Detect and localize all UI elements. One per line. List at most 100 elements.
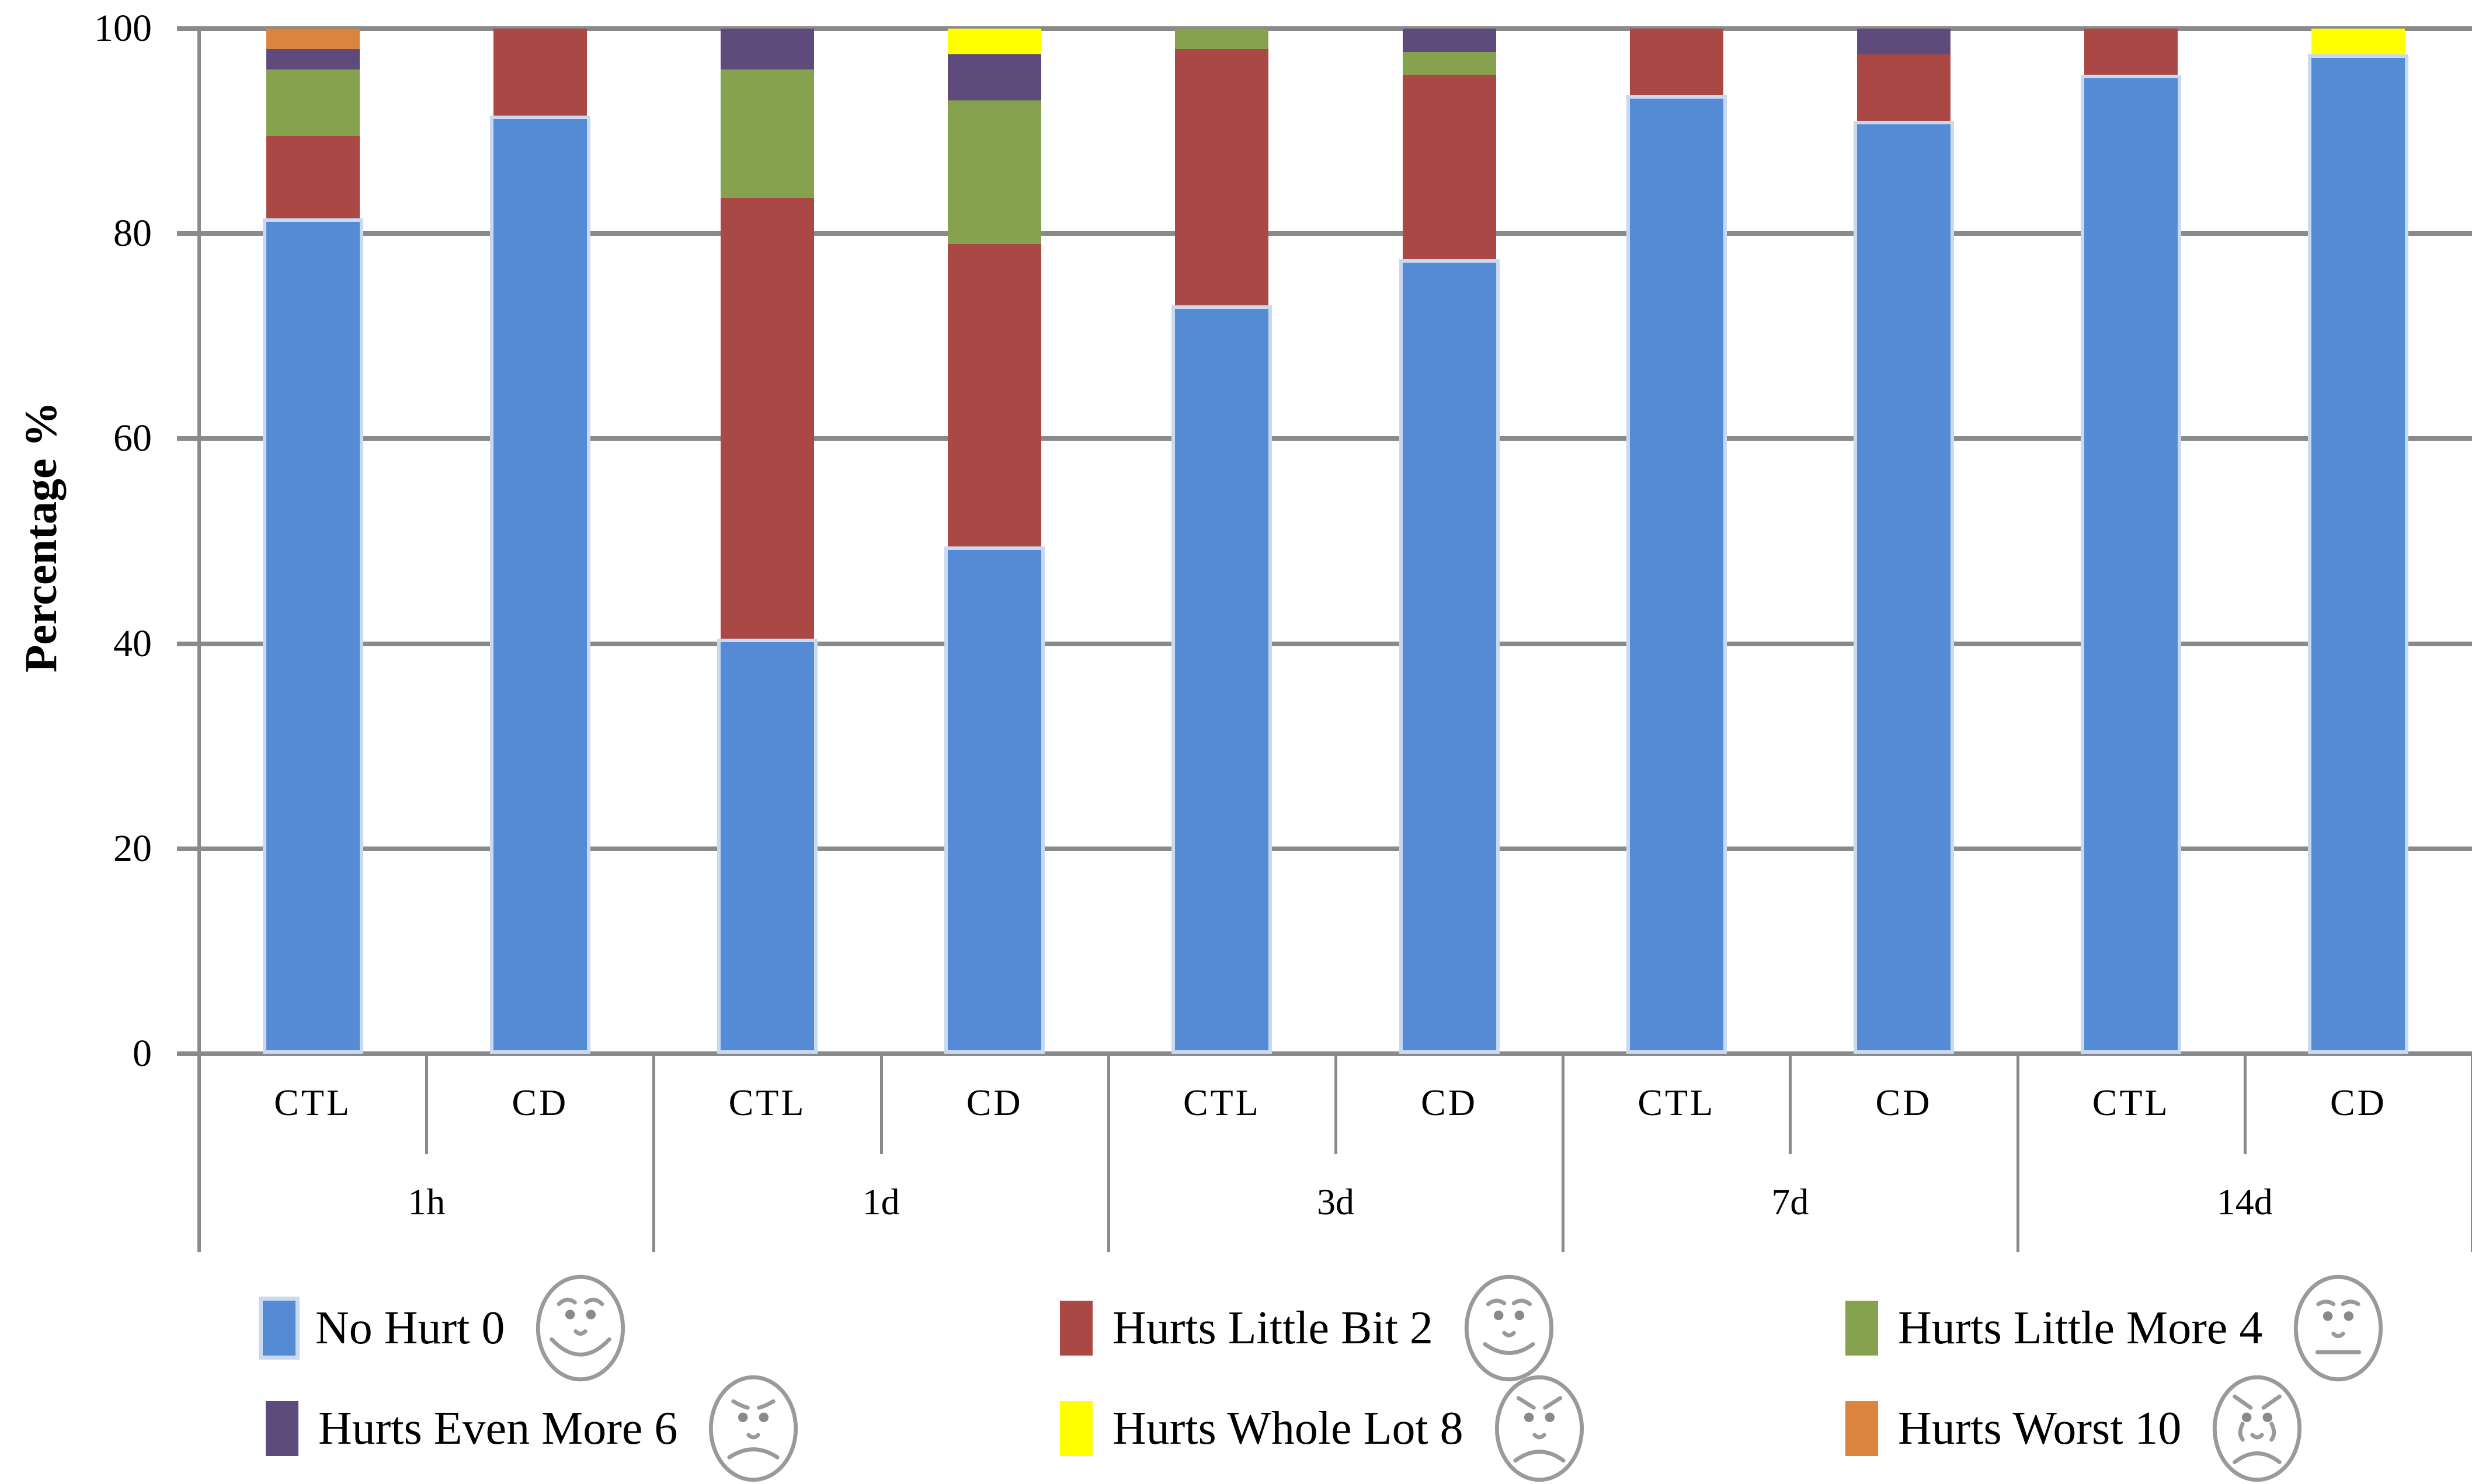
bar-segment-7d-cd-no-hurt-0 (1854, 121, 1954, 1054)
bar-segment-1h-cd-no-hurt-0 (489, 116, 590, 1054)
bar-segment-1d-cd-hurts-even-more-6 (948, 54, 1042, 100)
gridline (199, 436, 2472, 441)
bar-segment-1d-ctl-hurts-even-more-6 (721, 29, 814, 70)
gridline (199, 26, 2472, 31)
y-axis-title: Percentage % (15, 401, 66, 673)
bar-segment-1h-ctl-hurts-even-more-6 (266, 49, 360, 70)
bar-segment-7d-cd-hurts-little-bit-2 (1857, 54, 1951, 121)
group-separator (1562, 1054, 1565, 1252)
x-bar-label: CTL (2092, 1082, 2170, 1123)
y-axis-tick (177, 846, 199, 851)
bar-segment-1h-ctl-hurts-worst-10 (266, 29, 360, 50)
legend-item-hurts-little-more-4: Hurts Little More 4 (1845, 1273, 2387, 1384)
y-tick-label: 60 (113, 417, 152, 460)
x-bar-label: CTL (1183, 1082, 1261, 1123)
bar-segment-3d-cd-no-hurt-0 (1399, 259, 1500, 1054)
slight-frown-face-icon (704, 1372, 802, 1484)
legend-swatch-hurts-little-bit-2 (1060, 1301, 1093, 1356)
bar-segment-3d-cd-hurts-even-more-6 (1402, 29, 1496, 52)
gridline (199, 231, 2472, 236)
bar-segment-1d-ctl-hurts-little-bit-2 (721, 197, 814, 639)
y-axis-tick (177, 641, 199, 646)
bar-segment-1d-cd-no-hurt-0 (944, 546, 1045, 1054)
x-bar-label: CD (1875, 1082, 1932, 1123)
x-bar-label: CTL (274, 1082, 352, 1123)
x-group-label: 1h (408, 1181, 446, 1222)
x-group-label: 7d (1771, 1181, 1809, 1222)
frowning-face-icon (1490, 1372, 1588, 1484)
y-axis-tick (177, 1051, 199, 1056)
bar-segment-3d-ctl-hurts-little-more-4 (1175, 29, 1269, 50)
gridline (199, 846, 2472, 851)
crying-face-icon (2208, 1372, 2306, 1484)
bar-segment-1d-ctl-no-hurt-0 (717, 638, 818, 1054)
group-separator (652, 1054, 656, 1252)
bar-segment-1h-ctl-hurts-little-more-4 (266, 69, 360, 137)
legend-item-no-hurt-0: No Hurt 0 (263, 1273, 630, 1384)
bar-segment-3d-cd-hurts-little-bit-2 (1402, 75, 1496, 260)
pair-separator (879, 1054, 883, 1154)
y-axis-tick (177, 436, 199, 441)
x-bar-label: CTL (728, 1082, 806, 1123)
legend-swatch-hurts-worst-10 (1845, 1401, 1878, 1456)
legend-item-hurts-whole-lot-8: Hurts Whole Lot 8 (1060, 1373, 1588, 1484)
legend-label: Hurts Little Bit 2 (1112, 1302, 1433, 1354)
pair-separator (1334, 1054, 1337, 1154)
smiling-face-icon (531, 1272, 630, 1384)
x-group-label: 14d (2216, 1181, 2273, 1222)
group-separator (198, 1054, 201, 1252)
pair-separator (2243, 1054, 2247, 1154)
legend-swatch-hurts-whole-lot-8 (1060, 1401, 1093, 1456)
legend-label: Hurts Even More 6 (318, 1402, 678, 1454)
y-axis-tick (177, 26, 199, 31)
gridline (199, 641, 2472, 646)
legend-swatch-hurts-even-more-6 (266, 1401, 298, 1456)
legend-swatch-hurts-little-more-4 (1845, 1301, 1878, 1356)
y-axis-line (197, 29, 201, 1252)
legend-item-hurts-worst-10: Hurts Worst 10 (1845, 1373, 2306, 1484)
pair-separator (425, 1054, 429, 1154)
y-tick-label: 20 (113, 827, 152, 870)
legend-item-hurts-even-more-6: Hurts Even More 6 (266, 1373, 802, 1484)
bar-segment-3d-ctl-hurts-little-bit-2 (1175, 49, 1269, 306)
bar-segment-7d-ctl-no-hurt-0 (1626, 95, 1727, 1054)
x-bar-label: CTL (1637, 1082, 1716, 1123)
group-separator (1107, 1054, 1110, 1252)
bar-segment-1d-cd-hurts-little-more-4 (948, 100, 1042, 244)
bar-segment-7d-cd-hurts-even-more-6 (1857, 29, 1951, 54)
x-group-label: 3d (1317, 1181, 1354, 1222)
x-bar-label: CD (1421, 1082, 1478, 1123)
bar-segment-1h-ctl-hurts-little-bit-2 (266, 136, 360, 218)
bar-segment-14d-ctl-no-hurt-0 (2081, 75, 2182, 1054)
bar-segment-3d-ctl-no-hurt-0 (1171, 305, 1272, 1054)
y-tick-label: 0 (133, 1032, 152, 1075)
bar-segment-3d-cd-hurts-little-more-4 (1402, 51, 1496, 75)
bar-segment-1d-ctl-hurts-little-more-4 (721, 69, 814, 198)
bar-segment-1h-ctl-no-hurt-0 (262, 218, 363, 1054)
bar-segment-14d-cd-no-hurt-0 (2308, 54, 2409, 1054)
legend-label: Hurts Whole Lot 8 (1112, 1402, 1463, 1454)
legend-swatch-no-hurt-0 (263, 1301, 295, 1356)
bar-segment-1h-cd-hurts-little-bit-2 (493, 29, 587, 116)
group-separator (2016, 1054, 2019, 1252)
pair-separator (1789, 1054, 1792, 1154)
bar-segment-14d-ctl-hurts-little-bit-2 (2084, 29, 2178, 75)
y-tick-label: 100 (94, 7, 152, 50)
legend-label: Hurts Worst 10 (1898, 1402, 2182, 1454)
x-bar-label: CD (512, 1082, 569, 1123)
bar-segment-7d-ctl-hurts-little-bit-2 (1629, 29, 1723, 96)
x-bar-label: CD (966, 1082, 1023, 1123)
y-axis-tick (177, 231, 199, 236)
bar-segment-14d-cd-hurts-whole-lot-8 (2311, 29, 2405, 54)
bar-segment-1d-cd-hurts-whole-lot-8 (948, 29, 1042, 54)
legend-label: No Hurt 0 (315, 1302, 505, 1354)
y-tick-label: 40 (113, 622, 152, 665)
y-tick-label: 80 (113, 212, 152, 255)
legend-label: Hurts Little More 4 (1898, 1302, 2263, 1354)
x-bar-label: CD (2330, 1082, 2387, 1123)
legend-item-hurts-little-bit-2: Hurts Little Bit 2 (1060, 1273, 1558, 1384)
slight-smile-face-icon (1460, 1272, 1558, 1384)
bar-segment-1d-cd-hurts-little-bit-2 (948, 243, 1042, 546)
group-separator (2471, 1054, 2472, 1252)
